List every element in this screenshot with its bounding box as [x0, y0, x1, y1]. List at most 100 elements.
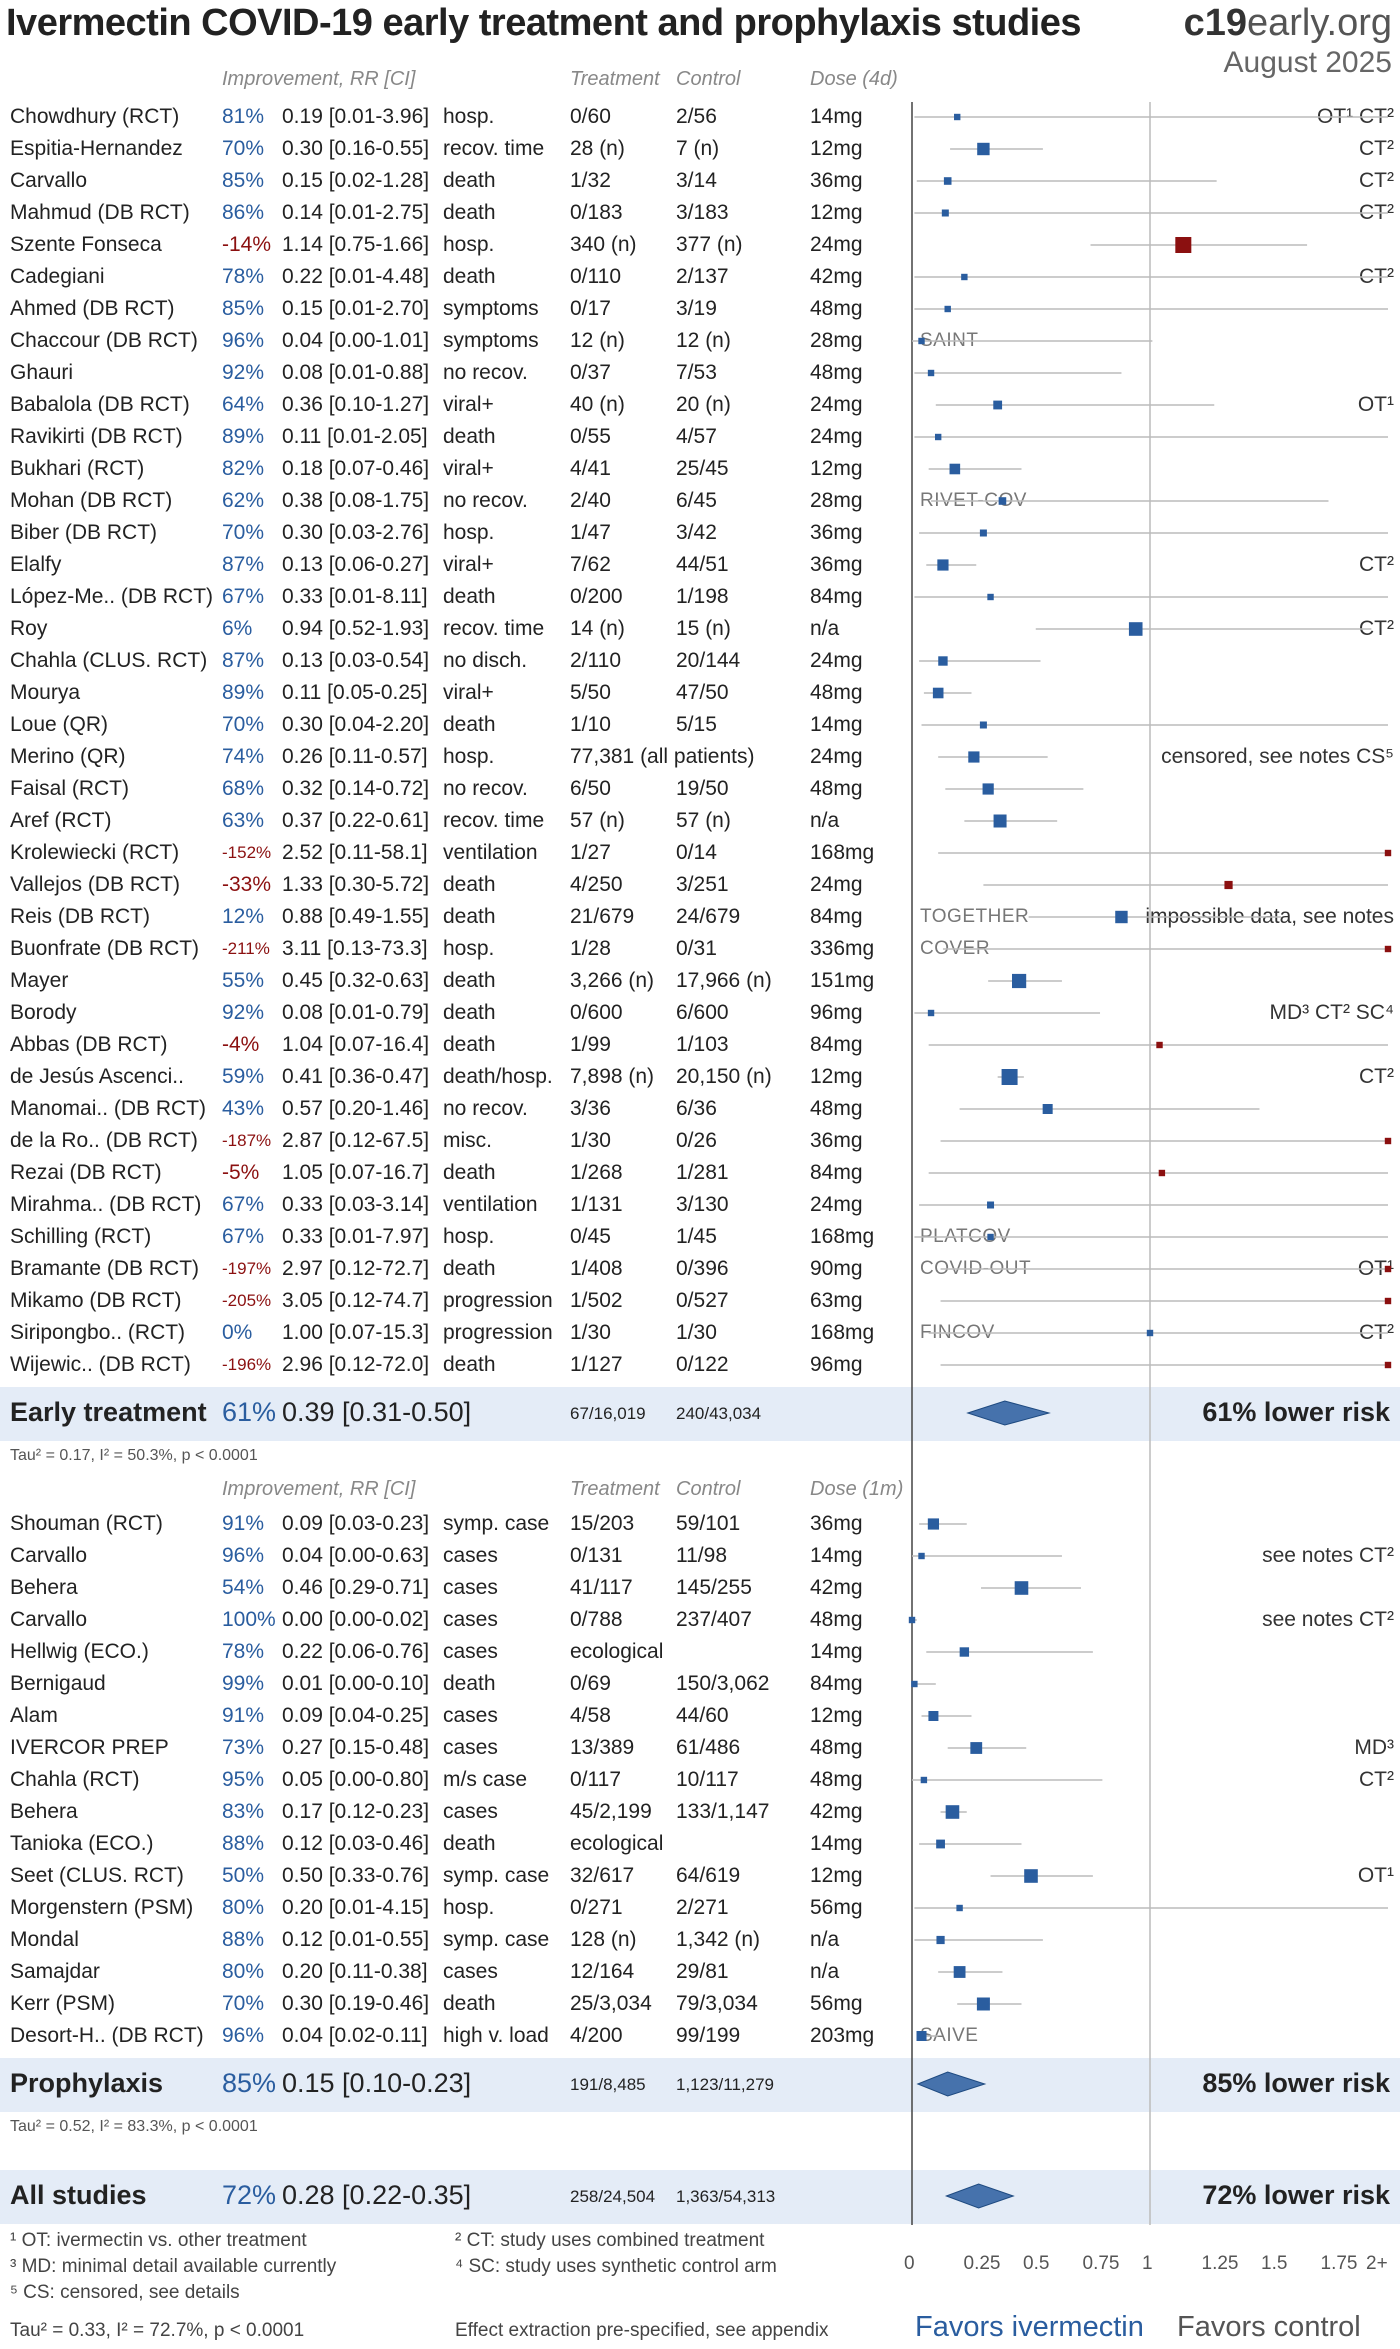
early-study-row[interactable]: Mikamo (DB RCT) -205% 3.05 [0.12-74.7] prog…	[0, 1285, 1400, 1317]
early-study-row[interactable]: Szente Fonseca -14% 1.14 [0.75-1.66] hosp. 3…	[0, 229, 1400, 261]
treatment-count: 28 (n)	[570, 137, 625, 160]
x-axis-tick-label: 0.25	[963, 2253, 1001, 2274]
proph-study-row[interactable]: Tanioka (ECO.) 88% 0.12 [0.03-0.46] death ec…	[0, 1828, 1400, 1860]
early-study-row[interactable]: de la Ro.. (DB RCT) -187% 2.87 [0.12-67.5]…	[0, 1125, 1400, 1157]
early-study-row[interactable]: Ravikirti (DB RCT) 89% 0.11 [0.01-2.05] dea…	[0, 421, 1400, 453]
early-study-row[interactable]: Bramante (DB RCT) -197% 2.97 [0.12-72.7] de…	[0, 1253, 1400, 1285]
col-header-treatment: Treatment	[570, 68, 660, 90]
proph-study-row[interactable]: Chahla (RCT) 95% 0.05 [0.00-0.80] m/s case 0…	[0, 1764, 1400, 1796]
proph-study-row[interactable]: Carvallo 100% 0.00 [0.00-0.02] cases 0/788 23…	[0, 1604, 1400, 1636]
dose: 36mg	[810, 521, 863, 544]
outcome: hosp.	[443, 105, 495, 128]
proph-study-row[interactable]: Behera 83% 0.17 [0.12-0.23] cases 45/2,199 13…	[0, 1796, 1400, 1828]
early-study-row[interactable]: Abbas (DB RCT) -4% 1.04 [0.07-16.4] death 1/…	[0, 1029, 1400, 1061]
study-notes: MD³ CT² SC⁴	[1269, 1001, 1394, 1024]
early-study-row[interactable]: Merino (QR) 74% 0.26 [0.11-0.57] hosp. 77,38…	[0, 741, 1400, 773]
early-study-row[interactable]: Mourya 89% 0.11 [0.05-0.25] viral+ 5/50 47/50…	[0, 677, 1400, 709]
early-study-row[interactable]: Krolewiecki (RCT) -152% 2.52 [0.11-58.1] ve…	[0, 837, 1400, 869]
proph-study-row[interactable]: Desort-H.. (DB RCT) 96% 0.04 [0.02-0.11] hi…	[0, 2020, 1400, 2052]
relative-risk: 0.08 [0.01-0.88]	[282, 361, 430, 384]
outcome: recov. time	[443, 137, 545, 160]
treatment-count: 1/28	[570, 937, 611, 960]
early-study-row[interactable]: Mirahma.. (DB RCT) 67% 0.33 [0.03-3.14] ven…	[0, 1189, 1400, 1221]
treatment-count: 0/200	[570, 585, 623, 608]
early-study-row[interactable]: Wijewic.. (DB RCT) -196% 2.96 [0.12-72.0] d…	[0, 1349, 1400, 1381]
proph-study-row[interactable]: Mondal 88% 0.12 [0.01-0.55] symp. case 128 (…	[0, 1924, 1400, 1956]
early-study-row[interactable]: Loue (QR) 70% 0.30 [0.04-2.20] death 1/10 5/1…	[0, 709, 1400, 741]
early-point-estimate	[1156, 1041, 1163, 1049]
proph-study-row[interactable]: Kerr (PSM) 70% 0.30 [0.19-0.46] death 25/3,0…	[0, 1988, 1400, 2020]
early-summary-risk: 61% lower risk	[1202, 1397, 1390, 1427]
control-count: 11/98	[676, 1544, 727, 1567]
early-study-row[interactable]: Carvallo 85% 0.15 [0.02-1.28] death 1/32 3/14…	[0, 165, 1400, 197]
improvement: -187%	[222, 1131, 272, 1150]
early-study-row[interactable]: Reis (DB RCT) 12% 0.88 [0.49-1.55] death 21/…	[0, 901, 1400, 933]
early-study-row[interactable]: Roy 6% 0.94 [0.52-1.93] recov. time 14 (n) 15…	[0, 613, 1400, 645]
proph-study-row[interactable]: Bernigaud 99% 0.01 [0.00-0.10] death 0/69 150…	[0, 1668, 1400, 1700]
footnote-ot: ¹ OT: ivermectin vs. other treatment	[10, 2230, 307, 2251]
proph-study-row[interactable]: Shouman (RCT) 91% 0.09 [0.03-0.23] symp. ca…	[0, 1508, 1400, 1540]
early-study-row[interactable]: Chaccour (DB RCT) 96% 0.04 [0.00-1.01] symp…	[0, 325, 1400, 357]
dose: 48mg	[810, 361, 863, 384]
early-study-row[interactable]: Ghauri 92% 0.08 [0.01-0.88] no recov. 0/37 7/…	[0, 357, 1400, 389]
control-count: 3/130	[676, 1193, 729, 1216]
treatment-count: 0/271	[570, 1896, 623, 1919]
proph-study-row[interactable]: Morgenstern (PSM) 80% 0.20 [0.01-4.15] hosp…	[0, 1892, 1400, 1924]
proph-study-row[interactable]: IVERCOR PREP 73% 0.27 [0.15-0.48] cases 13/3…	[0, 1732, 1400, 1764]
improvement: 70%	[222, 1992, 265, 2015]
early-study-row[interactable]: Babalola (DB RCT) 64% 0.36 [0.10-1.27] vira…	[0, 389, 1400, 421]
relative-risk: 0.19 [0.01-3.96]	[282, 105, 430, 128]
proph-study-row[interactable]: Carvallo 96% 0.04 [0.00-0.63] cases 0/131 11/…	[0, 1540, 1400, 1572]
early-study-row[interactable]: Mayer 55% 0.45 [0.32-0.63] death 3,266 (n) 17…	[0, 965, 1400, 997]
proph-point-estimate	[911, 1680, 918, 1688]
proph-study-row[interactable]: Alam 91% 0.09 [0.04-0.25] cases 4/58 44/60 12m…	[0, 1700, 1400, 1732]
treatment-count: 4/250	[570, 873, 623, 896]
early-point-estimate	[977, 142, 990, 156]
relative-risk: 1.05 [0.07-16.7]	[282, 1161, 430, 1184]
control-count: 15 (n)	[676, 617, 731, 640]
early-study-row[interactable]: Faisal (RCT) 68% 0.32 [0.14-0.72] no recov.…	[0, 773, 1400, 805]
early-study-row[interactable]: Chahla (CLUS. RCT) 87% 0.13 [0.03-0.54] no …	[0, 645, 1400, 677]
early-study-row[interactable]: Elalfy 87% 0.13 [0.06-0.27] viral+ 7/62 44/51…	[0, 549, 1400, 581]
treatment-count: 7/62	[570, 553, 611, 576]
early-study-row[interactable]: Ahmed (DB RCT) 85% 0.15 [0.01-2.70] symptom…	[0, 293, 1400, 325]
brand-logo[interactable]: c19early.org	[1184, 2, 1392, 45]
proph-study-row[interactable]: Behera 54% 0.46 [0.29-0.71] cases 41/117 145/…	[0, 1572, 1400, 1604]
early-study-row[interactable]: Manomai.. (DB RCT) 43% 0.57 [0.20-1.46] no …	[0, 1093, 1400, 1125]
early-point-estimate	[938, 656, 948, 666]
early-study-row[interactable]: Mahmud (DB RCT) 86% 0.14 [0.01-2.75] death 0…	[0, 197, 1400, 229]
study-name: Abbas (DB RCT)	[10, 1033, 168, 1056]
early-study-row[interactable]: Siripongbo.. (RCT) 0% 1.00 [0.07-15.3] prog…	[0, 1317, 1400, 1349]
early-study-row[interactable]: Chowdhury (RCT) 81% 0.19 [0.01-3.96] hosp. 0…	[0, 101, 1400, 133]
early-study-row[interactable]: López-Me.. (DB RCT) 67% 0.33 [0.01-8.11] de…	[0, 581, 1400, 613]
early-study-row[interactable]: Bukhari (RCT) 82% 0.18 [0.07-0.46] viral+ 4/…	[0, 453, 1400, 485]
improvement: 12%	[222, 905, 265, 928]
proph-study-row[interactable]: Seet (CLUS. RCT) 50% 0.50 [0.33-0.76] symp.…	[0, 1860, 1400, 1892]
dose: 12mg	[810, 1864, 863, 1887]
study-notes: censored, see notes CS⁵	[1161, 745, 1394, 768]
early-study-row[interactable]: Espitia-Hernandez 70% 0.30 [0.16-0.55] reco…	[0, 133, 1400, 165]
dose: 14mg	[810, 1544, 863, 1567]
treatment-count: 25/3,034	[570, 1992, 652, 2015]
early-study-row[interactable]: Biber (DB RCT) 70% 0.30 [0.03-2.76] hosp. 1/…	[0, 517, 1400, 549]
early-study-row[interactable]: Aref (RCT) 63% 0.37 [0.22-0.61] recov. time…	[0, 805, 1400, 837]
proph-study-row[interactable]: Hellwig (ECO.) 78% 0.22 [0.06-0.76] cases ec…	[0, 1636, 1400, 1668]
early-study-row[interactable]: Cadegiani 78% 0.22 [0.01-4.48] death 0/110 2/…	[0, 261, 1400, 293]
relative-risk: 0.88 [0.49-1.55]	[282, 905, 430, 928]
outcome: viral+	[443, 553, 494, 576]
study-notes: MD³	[1354, 1736, 1394, 1759]
early-study-row[interactable]: de Jesús Ascenci.. 59% 0.41 [0.36-0.47] dea…	[0, 1061, 1400, 1093]
control-count: 150/3,062	[676, 1672, 770, 1695]
improvement: 95%	[222, 1768, 265, 1791]
early-study-row[interactable]: Mohan (DB RCT) 62% 0.38 [0.08-1.75] no reco…	[0, 485, 1400, 517]
improvement: 81%	[222, 105, 265, 128]
relative-risk: 0.14 [0.01-2.75]	[282, 201, 430, 224]
early-study-row[interactable]: Borody 92% 0.08 [0.01-0.79] death 0/600 6/600…	[0, 997, 1400, 1029]
proph-point-estimate	[936, 1839, 945, 1849]
early-study-row[interactable]: Vallejos (DB RCT) -33% 1.33 [0.30-5.72] dea…	[0, 869, 1400, 901]
control-count: 1/45	[676, 1225, 717, 1248]
proph-study-row[interactable]: Samajdar 80% 0.20 [0.11-0.38] cases 12/164 29…	[0, 1956, 1400, 1988]
early-study-row[interactable]: Rezai (DB RCT) -5% 1.05 [0.07-16.7] death 1/…	[0, 1157, 1400, 1189]
outcome: no recov.	[443, 489, 528, 512]
study-name: Reis (DB RCT)	[10, 905, 150, 928]
